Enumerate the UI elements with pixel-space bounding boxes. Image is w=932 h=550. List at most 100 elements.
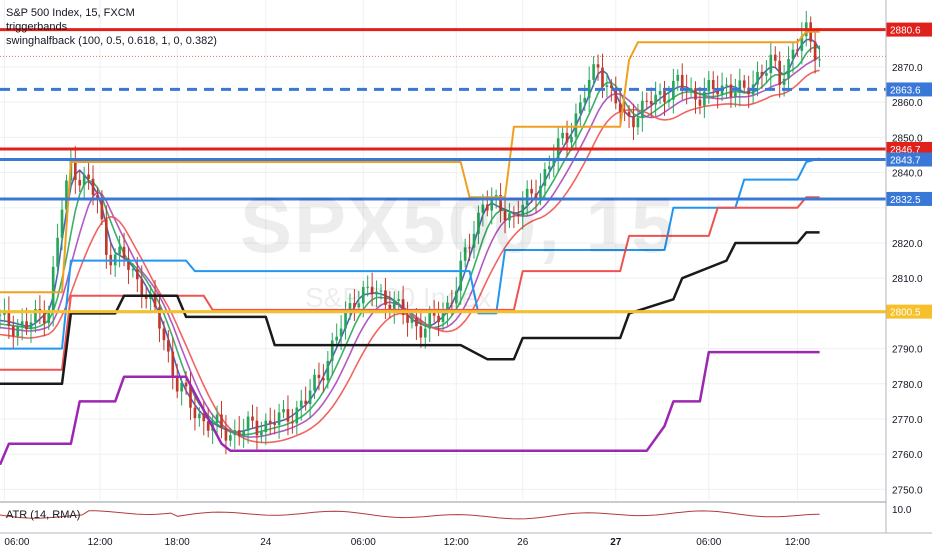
- candle-body: [184, 382, 188, 387]
- candle-body: [694, 88, 697, 100]
- candle-body: [516, 213, 520, 217]
- candle-body: [645, 100, 649, 102]
- candle-body: [632, 116, 635, 128]
- candle-body: [96, 195, 99, 200]
- candle-body: [122, 246, 126, 259]
- candle-body: [446, 302, 449, 314]
- level-label-bg: [886, 152, 932, 167]
- candle-body: [747, 87, 750, 95]
- candle-body: [366, 286, 370, 288]
- candle-body: [255, 420, 259, 436]
- candle-body: [423, 328, 427, 338]
- candle-body: [765, 73, 768, 76]
- candle-body: [756, 71, 759, 85]
- candle-body: [295, 407, 299, 424]
- candle-body: [273, 423, 276, 425]
- candle-body: [198, 413, 201, 419]
- candle-body: [153, 293, 157, 308]
- candle-body: [649, 100, 653, 105]
- candle-body: [25, 321, 28, 330]
- level-label-2846.7: 2846.7: [890, 145, 921, 156]
- candle-body: [34, 308, 37, 323]
- level-label-2863.6: 2863.6: [890, 85, 921, 96]
- candle-body: [304, 400, 307, 404]
- candle-body: [330, 340, 334, 361]
- candle-body: [322, 377, 325, 381]
- candle-body: [703, 91, 706, 106]
- candle-body: [463, 247, 467, 261]
- candle-body: [353, 303, 356, 308]
- candle-body: [65, 180, 68, 210]
- candle-body: [539, 185, 542, 200]
- candle-body: [118, 246, 121, 255]
- price-tick-label: 2860.0: [892, 98, 923, 109]
- candle-body: [392, 300, 396, 311]
- candle-body: [91, 178, 95, 196]
- candle-body: [268, 420, 272, 424]
- legend-indicator-swinghalfback[interactable]: swinghalfback (100, 0.5, 0.618, 1, 0, 0.…: [6, 35, 217, 47]
- candle-body: [499, 194, 502, 211]
- candle-body: [180, 382, 183, 392]
- candle-body: [229, 435, 232, 441]
- atr-line: [0, 510, 820, 520]
- candle-body: [104, 219, 108, 255]
- candle-body: [530, 188, 533, 194]
- candle-body: [800, 36, 804, 51]
- candle-body: [20, 321, 24, 327]
- indicator-line-sky: [0, 157, 820, 350]
- candle-body: [410, 318, 414, 323]
- watermark-symbol: SPX500, 15: [240, 181, 677, 269]
- watermark-name: S&P 500 Index: [305, 282, 492, 313]
- candle-body: [42, 313, 46, 324]
- candle-body: [140, 279, 144, 297]
- candle-body: [277, 412, 281, 425]
- price-tick-label: 2870.0: [892, 63, 923, 74]
- legend-indicator-triggerbands[interactable]: triggerbands: [6, 21, 68, 33]
- candle-body: [158, 307, 161, 329]
- candle-body: [299, 400, 303, 408]
- candle-body: [716, 89, 719, 95]
- candle-body: [242, 430, 245, 437]
- candle-body: [406, 314, 409, 323]
- level-label-bg: [886, 82, 932, 97]
- candle-body: [379, 290, 383, 292]
- candle-body: [477, 212, 480, 234]
- candle-body: [636, 117, 640, 128]
- candle-body: [680, 74, 684, 89]
- candle-body: [100, 199, 104, 220]
- candle-body: [60, 209, 64, 238]
- candle-body: [707, 80, 711, 92]
- level-label-2843.7: 2843.7: [890, 156, 921, 167]
- candle-body: [512, 213, 516, 215]
- indicator-line-light_red: [0, 196, 820, 371]
- candle-body: [415, 318, 418, 327]
- candle-body: [472, 233, 476, 248]
- candle-body: [224, 427, 228, 441]
- candle-body: [570, 136, 573, 143]
- candle-body: [773, 54, 777, 61]
- candle-body: [335, 336, 339, 341]
- candle-body: [428, 311, 432, 329]
- candle-body: [521, 204, 525, 217]
- level-label-bg: [886, 191, 932, 206]
- legend-title[interactable]: S&P 500 Index, 15, FXCM: [6, 7, 135, 19]
- candle-body: [468, 247, 471, 249]
- price-tick-label: 2790.0: [892, 345, 923, 356]
- candle-body: [144, 296, 148, 300]
- candle-body: [769, 54, 773, 74]
- candle-body: [308, 390, 312, 404]
- time-tick-label: 12:00: [444, 537, 469, 548]
- candle-body: [171, 351, 175, 377]
- candle-body: [136, 269, 139, 280]
- candle-body: [401, 299, 405, 315]
- candle-body: [397, 299, 401, 301]
- candle-body: [508, 213, 511, 221]
- candle-body: [596, 64, 600, 68]
- candle-body: [246, 416, 250, 431]
- candle-body: [73, 160, 77, 180]
- candle-body: [450, 302, 454, 304]
- candle-body: [47, 312, 51, 324]
- atr-legend[interactable]: ATR (14, RMA): [6, 509, 81, 521]
- candle-body: [610, 85, 613, 88]
